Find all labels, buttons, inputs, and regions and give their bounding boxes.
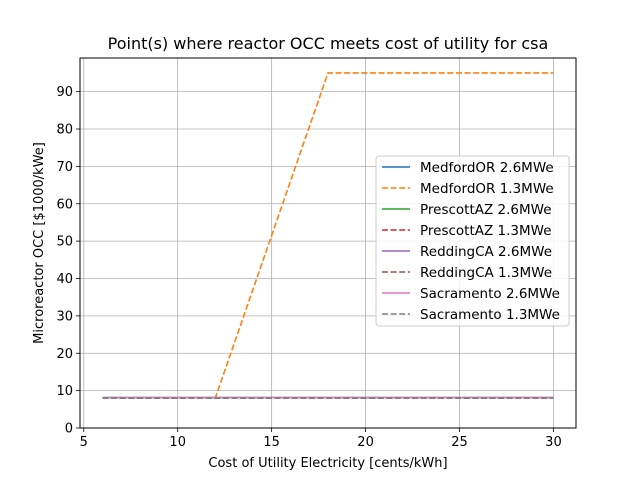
y-axis-label: Microreactor OCC [$1000/kWe] bbox=[32, 142, 47, 344]
y-tick-label: 0 bbox=[65, 422, 73, 437]
x-axis-ticks: 5 10 15 20 25 30 bbox=[80, 428, 562, 450]
y-tick-label: 50 bbox=[56, 235, 73, 250]
plot-frame bbox=[79, 57, 577, 429]
x-axis-label: Cost of Utility Electricity [cents/kWh] bbox=[208, 456, 447, 471]
legend-box bbox=[375, 155, 570, 327]
y-tick-label: 20 bbox=[56, 347, 73, 362]
y-axis-ticks: 0 10 20 30 40 50 60 70 80 90 bbox=[56, 85, 80, 437]
legend-label: ReddingCA 1.3MWe bbox=[420, 265, 552, 281]
legend-label: PrescottAZ 2.6MWe bbox=[420, 202, 552, 218]
series-lines bbox=[102, 72, 554, 399]
y-tick-label: 80 bbox=[56, 123, 73, 138]
y-tick-label: 60 bbox=[56, 197, 73, 212]
legend-label: PrescottAZ 1.3MWe bbox=[420, 223, 552, 239]
legend-label: Sacramento 2.6MWe bbox=[420, 286, 560, 302]
legend-label: MedfordOR 2.6MWe bbox=[420, 160, 554, 176]
legend-label: MedfordOR 1.3MWe bbox=[420, 181, 554, 197]
y-tick-label: 30 bbox=[56, 309, 73, 324]
chart-title: Point(s) where reactor OCC meets cost of… bbox=[108, 34, 549, 53]
legend-label: ReddingCA 2.6MWe bbox=[420, 244, 552, 260]
legend: MedfordOR 2.6MWe MedfordOR 1.3MWe Prescott… bbox=[375, 155, 570, 327]
legend-label: Sacramento 1.3MWe bbox=[420, 307, 560, 323]
x-tick-label: 30 bbox=[545, 435, 562, 450]
x-tick-label: 20 bbox=[357, 435, 374, 450]
x-tick-label: 15 bbox=[263, 435, 280, 450]
y-tick-label: 70 bbox=[56, 160, 73, 175]
x-tick-label: 10 bbox=[169, 435, 186, 450]
x-tick-label: 25 bbox=[451, 435, 468, 450]
y-tick-label: 40 bbox=[56, 272, 73, 287]
y-tick-label: 10 bbox=[56, 384, 73, 399]
x-tick-label: 5 bbox=[80, 435, 88, 450]
y-tick-label: 90 bbox=[56, 85, 73, 100]
